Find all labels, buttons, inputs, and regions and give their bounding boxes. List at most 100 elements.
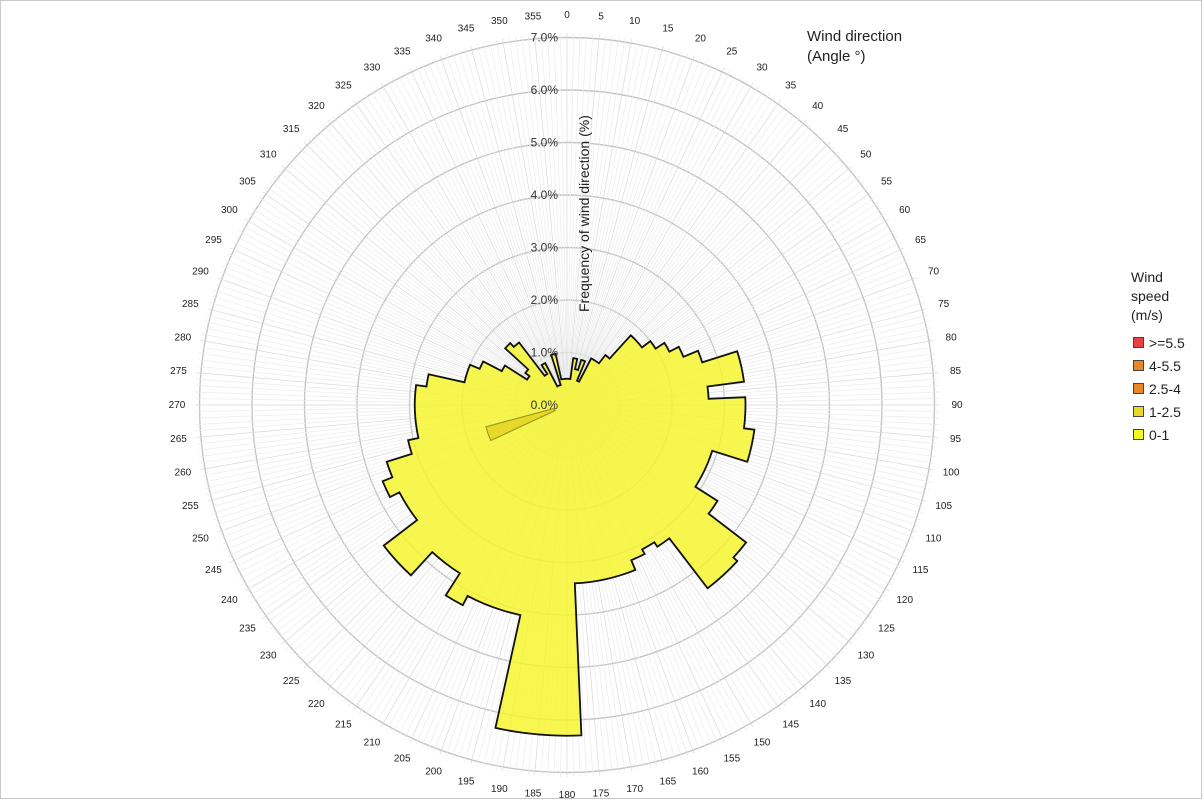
angle-spoke: [358, 96, 568, 406]
angle-label: 45: [837, 124, 849, 135]
angle-label: 280: [175, 332, 192, 343]
angle-spoke: [566, 33, 581, 406]
angle-label: 70: [928, 267, 940, 278]
angle-spoke: [262, 191, 568, 406]
angle-spoke: [566, 96, 776, 406]
legend-swatch: [1133, 383, 1144, 394]
angle-spoke: [269, 180, 568, 406]
legend-item: 1-2.5: [1131, 400, 1201, 423]
legend-swatch: [1133, 429, 1144, 440]
angle-axis-title-line1: Wind direction: [807, 28, 903, 45]
angle-label: 265: [170, 434, 187, 445]
angle-label: 175: [593, 789, 610, 800]
angle-label: 255: [182, 501, 199, 512]
angle-spoke: [375, 85, 568, 406]
angle-label: 305: [239, 176, 256, 187]
angle-spoke: [482, 42, 568, 406]
legend-label: 0-1: [1149, 426, 1170, 443]
angle-label: 35: [785, 81, 797, 92]
angle-label: 40: [812, 101, 824, 112]
angle-label: 285: [182, 299, 199, 310]
radial-tick-labels: 0.0% 1.0% 2.0% 3.0% 4.0% 5.0% 6.0% 7.0%: [531, 31, 559, 413]
legend-title: Wind speed (m/s): [1131, 269, 1170, 323]
angle-label: 190: [491, 784, 508, 795]
legend-item: >=5.5: [1131, 331, 1201, 354]
angle-spoke: [566, 70, 731, 406]
angle-spoke: [439, 55, 568, 406]
angle-label: 250: [192, 533, 209, 544]
angle-label: 25: [726, 47, 738, 58]
angle-spoke: [566, 47, 670, 406]
angle-label: 140: [809, 699, 826, 710]
angle-label: 355: [525, 12, 542, 23]
legend-swatch: [1133, 337, 1144, 348]
angle-label: 320: [308, 101, 325, 112]
angle-spoke: [566, 53, 689, 406]
angle-spoke: [566, 34, 600, 406]
angle-label: 75: [938, 299, 950, 310]
angle-spoke: [566, 67, 725, 406]
angle-label: 270: [169, 400, 186, 411]
angle-label: 225: [283, 676, 300, 687]
angle-spoke: [534, 34, 568, 406]
series-0-1-area: [381, 334, 756, 737]
angle-label: 325: [335, 81, 352, 92]
angle-spoke: [566, 41, 645, 406]
angle-label: 90: [951, 400, 963, 411]
angle-spoke: [566, 55, 695, 406]
angle-spoke: [392, 76, 568, 406]
angle-label: 295: [205, 235, 222, 246]
angle-spoke: [514, 36, 568, 406]
radial-axis-title: Frequency of wind direction (%): [576, 115, 592, 312]
series-area: [381, 334, 756, 737]
angle-spoke: [566, 49, 677, 406]
angle-spoke: [566, 76, 742, 406]
angle-label: 170: [626, 784, 643, 795]
angle-label: 10: [629, 16, 641, 27]
radial-tick-label: 0.0%: [531, 398, 559, 412]
angle-spoke: [560, 33, 568, 406]
angle-spoke: [489, 41, 568, 406]
radial-tick-label: 3.0%: [531, 241, 559, 255]
angle-spoke: [566, 73, 737, 406]
series-1-2.5-wedge: [485, 407, 556, 442]
angle-spoke: [566, 79, 748, 406]
legend-label: 2.5-4: [1149, 380, 1181, 397]
angle-spoke: [566, 35, 613, 406]
angle-spoke: [566, 59, 707, 406]
angle-spoke: [281, 165, 568, 406]
angle-spoke: [476, 43, 568, 406]
angle-label: 15: [662, 23, 674, 34]
angle-spoke: [566, 103, 786, 406]
angle-spoke: [553, 33, 568, 406]
angle-label: 95: [950, 434, 962, 445]
legend-item: 2.5-4: [1131, 377, 1201, 400]
angle-spoke: [566, 62, 713, 406]
angle-spoke: [348, 103, 568, 406]
angle-label: 340: [425, 34, 442, 45]
radial-tick-label: 6.0%: [531, 83, 559, 97]
angle-spoke: [540, 33, 568, 406]
angle-spoke: [427, 59, 568, 406]
legend-label: 1-2.5: [1149, 403, 1181, 420]
angle-spoke: [566, 36, 620, 406]
angle-spoke: [502, 38, 568, 406]
angle-spoke: [566, 38, 632, 406]
angle-spoke: [566, 89, 765, 406]
angle-label: 55: [881, 176, 893, 187]
angle-label: 145: [782, 720, 799, 731]
angle-label: 130: [857, 651, 874, 662]
angle-spoke: [527, 34, 568, 406]
angle-spoke: [285, 160, 568, 406]
angle-spoke: [566, 45, 664, 406]
angle-label: 200: [425, 767, 442, 778]
legend-label: 4-5.5: [1149, 357, 1181, 374]
angle-label: 100: [943, 468, 960, 479]
angle-spoke: [547, 33, 568, 406]
angle-label: 155: [723, 754, 740, 765]
angle-spoke: [457, 49, 568, 406]
angle-spoke: [566, 34, 607, 406]
radial-tick-label: 7.0%: [531, 31, 559, 45]
angle-label: 195: [458, 777, 475, 788]
